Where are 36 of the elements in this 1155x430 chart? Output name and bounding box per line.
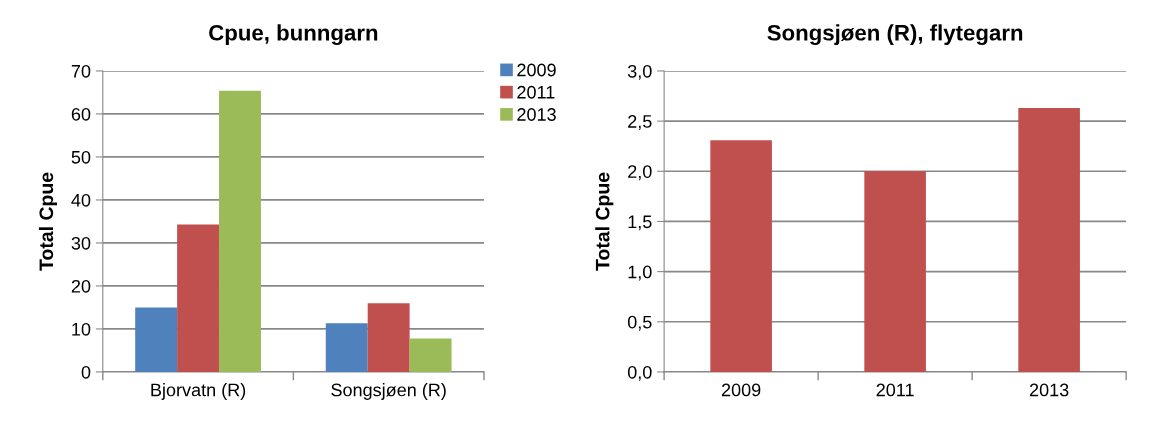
y-tick-label: 1,5 <box>628 215 652 231</box>
bar <box>177 224 220 372</box>
y-tick-label: 2,5 <box>628 115 652 130</box>
y-tick-label: 50 <box>71 150 91 164</box>
x-tick-label: Bjorvatn (R) <box>151 383 246 400</box>
bar <box>219 90 261 372</box>
bar <box>710 140 772 372</box>
y-tick-label: 2,0 <box>628 165 652 181</box>
x-tick-label: 2013 <box>1029 383 1069 397</box>
y-tick-label: 0 <box>81 365 91 379</box>
y-tick-label: 10 <box>72 322 91 336</box>
y-axis-title: Total Cpue <box>595 172 614 271</box>
y-tick-label: 20 <box>71 279 91 293</box>
chart-title: Songsjøen (R), flytegarn <box>767 24 1023 46</box>
y-tick-label: 40 <box>71 193 91 207</box>
bar <box>1018 108 1080 372</box>
y-tick-label: 70 <box>71 64 91 78</box>
y-tick-label: 0,0 <box>627 365 652 381</box>
x-tick-label: 2009 <box>721 383 761 397</box>
legend-label: 2013 <box>517 108 556 121</box>
x-tick-label: 2011 <box>876 383 914 397</box>
y-tick-label: 3,0 <box>627 64 652 80</box>
chart-title: Cpue, bunngarn <box>209 24 378 46</box>
y-axis-title: Total Cpue <box>38 172 58 271</box>
y-tick-label: 1,0 <box>628 265 652 281</box>
bar <box>325 323 368 372</box>
bar <box>367 303 410 372</box>
y-tick-label: 30 <box>71 236 91 250</box>
legend-label: 2009 <box>517 63 556 77</box>
legend-label: 2011 <box>517 85 555 99</box>
x-tick-label: Songsjøen (R) <box>331 383 446 400</box>
y-tick-label: 0,5 <box>627 315 652 331</box>
bar <box>864 171 926 372</box>
bar <box>135 307 178 372</box>
y-tick-label: 60 <box>71 107 91 121</box>
bar <box>409 338 452 372</box>
